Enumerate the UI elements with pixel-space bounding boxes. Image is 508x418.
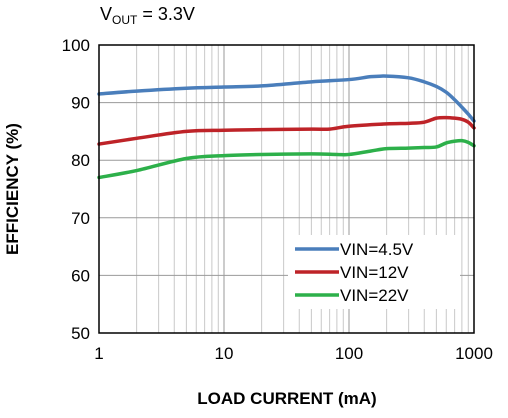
x-tick-label: 1 [94, 344, 103, 363]
x-tick-label: 100 [335, 344, 363, 363]
chart-title-subscript: OUT [112, 13, 138, 27]
series-lines [97, 74, 476, 180]
chart-title-rest: = 3.3V [137, 4, 195, 24]
y-tick-label: 80 [71, 151, 90, 170]
series-line-0 [97, 74, 476, 123]
chart-title: VOUT = 3.3V [100, 4, 195, 27]
y-axis-title: EFFICIENCY (%) [3, 123, 22, 255]
x-tick-label: 1000 [455, 344, 493, 363]
legend-label-2: VIN=22V [340, 286, 409, 305]
chart-title-main: V [100, 4, 112, 24]
y-tick-label: 90 [71, 94, 90, 113]
plot-frame [98, 44, 475, 334]
y-tick-label: 50 [71, 324, 90, 343]
y-tick-label: 70 [71, 209, 90, 228]
x-axis-title: LOAD CURRENT (mA) [197, 389, 376, 408]
y-tick-label: 60 [71, 266, 90, 285]
series-line-1 [97, 115, 476, 146]
legend-label-1: VIN=12V [340, 263, 409, 282]
x-tick-label: 10 [215, 344, 234, 363]
series-line-2 [97, 138, 476, 180]
legend-label-0: VIN=4.5V [340, 240, 414, 259]
legend: VIN=4.5V VIN=12V VIN=22V [288, 235, 460, 309]
y-tick-label: 100 [62, 36, 90, 55]
